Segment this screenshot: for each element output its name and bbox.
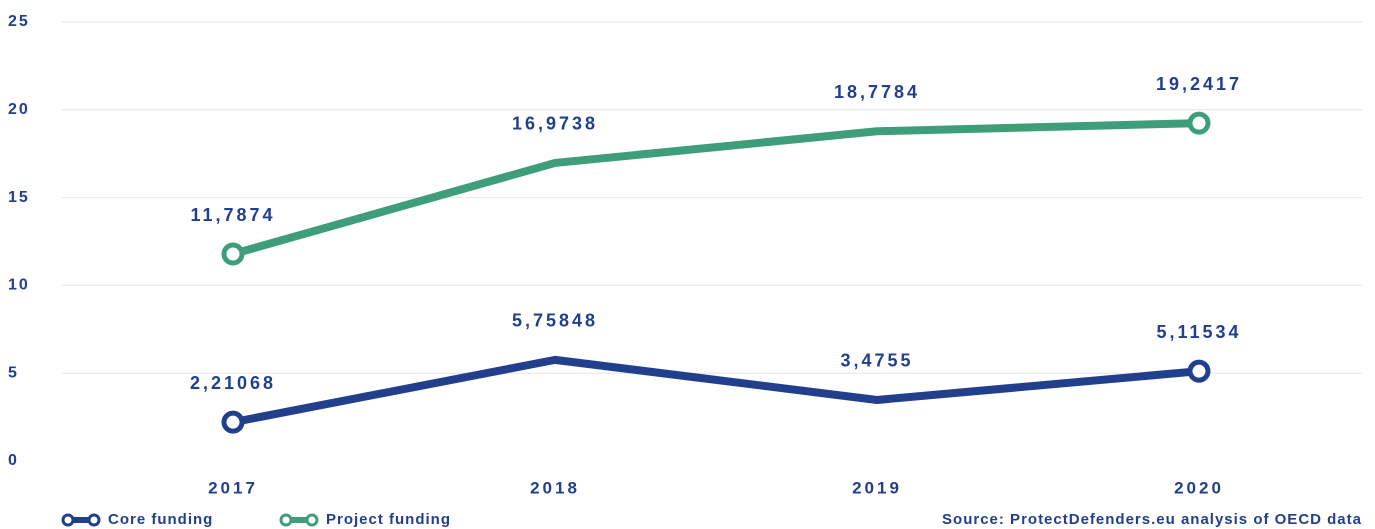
x-tick-label: 2020: [1174, 478, 1224, 497]
legend-swatch: [279, 513, 293, 527]
x-tick-label: 2019: [852, 478, 902, 497]
data-label: 11,7874: [190, 205, 275, 225]
y-tick-label: 25: [8, 13, 30, 30]
y-tick-label: 10: [8, 277, 30, 294]
source-note: Source: ProtectDefenders.eu analysis of …: [942, 511, 1362, 528]
point-marker: [221, 410, 245, 434]
data-label: 3,4755: [840, 351, 913, 371]
data-label: 18,7784: [834, 82, 920, 102]
legend-label: Core funding: [108, 511, 213, 528]
x-tick-label: 2017: [208, 478, 258, 497]
series-line: [232, 355, 1200, 427]
legend-label: Project funding: [326, 511, 451, 528]
y-tick-label: 15: [8, 189, 30, 206]
x-tick-label: 2018: [530, 478, 580, 497]
y-tick-label: 5: [8, 364, 19, 381]
legend-swatch: [87, 513, 101, 527]
legend-swatch: [61, 513, 75, 527]
data-label: 5,11534: [1156, 322, 1241, 342]
data-label: 16,9738: [512, 114, 598, 134]
legend-swatch: [305, 513, 319, 527]
point-marker: [1187, 111, 1211, 135]
point-marker: [221, 242, 245, 266]
data-label: 2,21068: [190, 373, 276, 393]
series-line: [231, 119, 1200, 258]
data-label: 19,2417: [1156, 74, 1242, 94]
y-tick-label: 0: [8, 452, 19, 469]
point-marker: [1187, 359, 1211, 383]
y-tick-label: 20: [8, 101, 30, 118]
data-label: 5,75848: [512, 311, 598, 331]
